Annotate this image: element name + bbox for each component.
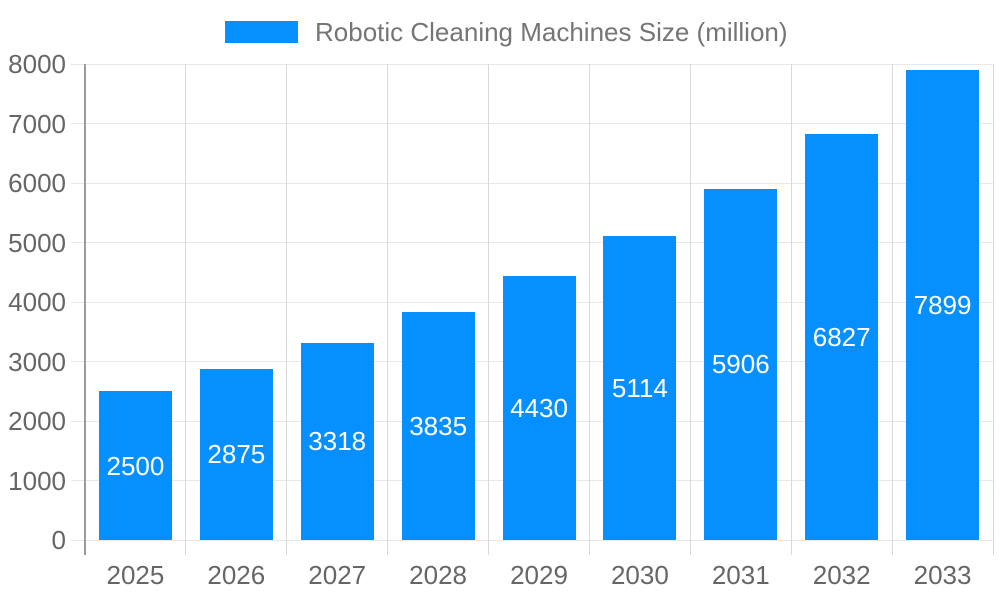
- legend-swatch-icon[interactable]: [225, 21, 298, 43]
- bar[interactable]: [906, 70, 980, 540]
- bar[interactable]: [98, 391, 172, 540]
- y-tick-label: 3000: [8, 346, 66, 377]
- x-gridline: [790, 64, 792, 555]
- y-tick-label: 1000: [8, 465, 66, 496]
- y-gridline: [71, 63, 993, 65]
- y-tick-label: 5000: [8, 227, 66, 258]
- y-gridline: [71, 182, 993, 184]
- y-axis-line: [84, 64, 86, 555]
- bar[interactable]: [805, 133, 879, 540]
- x-gridline: [689, 64, 691, 555]
- x-gridline: [992, 64, 994, 555]
- bar-value-label: 5906: [711, 349, 770, 380]
- bar[interactable]: [704, 188, 778, 540]
- x-tick-label: 2030: [610, 560, 669, 590]
- x-tick-label: 2029: [510, 560, 568, 590]
- y-tick-label: 4000: [8, 287, 66, 317]
- x-tick-label: 2033: [913, 560, 972, 590]
- x-gridline: [488, 64, 490, 555]
- bar[interactable]: [300, 342, 374, 540]
- bar-value-label: 7899: [913, 290, 972, 320]
- bar-value-label: 5114: [611, 372, 668, 403]
- y-tick-label: 7000: [8, 108, 66, 139]
- x-tick-label: 2031: [711, 560, 770, 590]
- y-tick-label: 0: [51, 525, 66, 555]
- bar-value-label: 3835: [409, 410, 468, 441]
- y-tick-label: 8000: [8, 49, 66, 79]
- y-gridline: [71, 539, 993, 541]
- bar[interactable]: [603, 235, 677, 540]
- bar[interactable]: [401, 311, 475, 540]
- bar[interactable]: [199, 368, 273, 540]
- x-gridline: [286, 64, 288, 555]
- bar-value-label: 6827: [812, 321, 871, 352]
- legend[interactable]: Robotic Cleaning Machines Size (million): [0, 0, 1000, 50]
- x-tick-label: 2025: [106, 560, 165, 590]
- x-gridline: [891, 64, 893, 555]
- bar-value-label: 4430: [510, 393, 568, 424]
- y-gridline: [71, 123, 993, 124]
- x-tick-label: 2027: [308, 560, 367, 590]
- legend-label[interactable]: Robotic Cleaning Machines Size (million): [315, 17, 788, 47]
- x-tick-label: 2028: [409, 560, 468, 590]
- y-gridline: [71, 242, 993, 243]
- x-gridline: [387, 64, 389, 555]
- x-gridline: [185, 64, 187, 555]
- y-tick-label: 6000: [8, 168, 66, 198]
- bar[interactable]: [502, 276, 576, 540]
- bar-value-label: 2500: [106, 450, 165, 481]
- y-tick-label: 2000: [8, 406, 66, 436]
- x-gridline: [588, 64, 590, 555]
- bar-value-label: 2875: [207, 439, 266, 470]
- bar-value-label: 3318: [308, 426, 367, 457]
- x-tick-label: 2026: [207, 560, 266, 590]
- x-tick-label: 2032: [812, 560, 871, 590]
